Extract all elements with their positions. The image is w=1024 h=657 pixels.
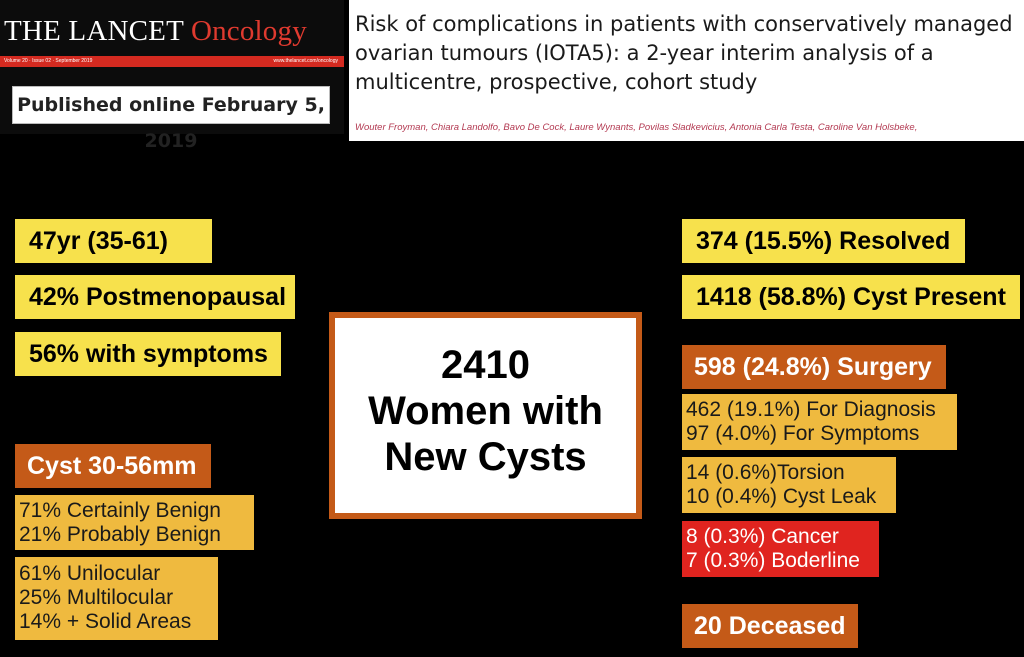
malignancy-cancer: 8 (0.3%) Cancer [686,525,839,548]
published-badge: Published online February 5, 2019 [12,86,330,152]
total-line-3: New Cysts [384,435,587,479]
cyst-present-box: 1418 (58.8%) Cyst Present [682,275,1020,319]
malignancy-box: 8 (0.3%) Cancer 7 (0.3%) Boderline [682,521,879,577]
cyst-size-heading: Cyst 30-56mm [15,444,211,488]
benign-line-1: 71% Certainly Benign [19,499,221,522]
locular-line-1: 61% Unilocular [19,562,161,585]
surgery-reasons-box: 462 (19.1%) For Diagnosis 97 (4.0%) For … [682,394,957,450]
benign-box: 71% Certainly Benign 21% Probably Benign [15,495,254,550]
complication-cyst-leak: 10 (0.4%) Cyst Leak [686,485,877,508]
age-box: 47yr (35-61) [15,219,212,263]
complication-torsion: 14 (0.6%)Torsion [686,461,845,484]
surgery-heading: 598 (24.8%) Surgery [682,345,946,389]
reason-diagnosis: 462 (19.1%) For Diagnosis [686,398,936,421]
malignancy-borderline: 7 (0.3%) Boderline [686,549,860,572]
locular-line-2: 25% Multilocular [19,586,174,609]
journal-masthead: THE LANCET Oncology Volume 20 · Issue 02… [0,0,344,152]
complications-box: 14 (0.6%)Torsion 10 (0.4%) Cyst Leak [682,457,896,513]
benign-line-2: 21% Probably Benign [19,523,221,546]
published-date: Published online February 5, 2019 [17,94,325,152]
symptoms-box: 56% with symptoms [15,332,281,376]
reason-symptoms: 97 (4.0%) For Symptoms [686,422,920,445]
article-title: Risk of complications in patients with c… [355,12,1013,94]
deceased-box: 20 Deceased [682,604,858,648]
journal-red-bar [0,56,344,67]
journal-name: THE LANCET [4,15,184,47]
article-header: Risk of complications in patients with c… [349,0,1024,141]
journal-url: www.thelancet.com/oncology [273,58,338,64]
total-count: 2410 [441,343,530,387]
journal-volume: Volume 20 · Issue 02 · September 2019 [4,58,93,64]
locular-line-3: 14% + Solid Areas [19,610,192,633]
total-line-2: Women with [368,389,603,433]
article-authors: Wouter Froyman, Chiara Landolfo, Bavo De… [355,122,918,133]
total-women-text: 2410 Women with New Cysts [335,342,636,480]
journal-subtitle: Oncology [190,15,307,47]
total-women-box: 2410 Women with New Cysts [329,312,642,519]
locular-box: 61% Unilocular 25% Multilocular 14% + So… [15,557,218,640]
resolved-box: 374 (15.5%) Resolved [682,219,965,263]
postmenopausal-box: 42% Postmenopausal [15,275,295,319]
journal-logo: THE LANCET Oncology [4,14,307,48]
